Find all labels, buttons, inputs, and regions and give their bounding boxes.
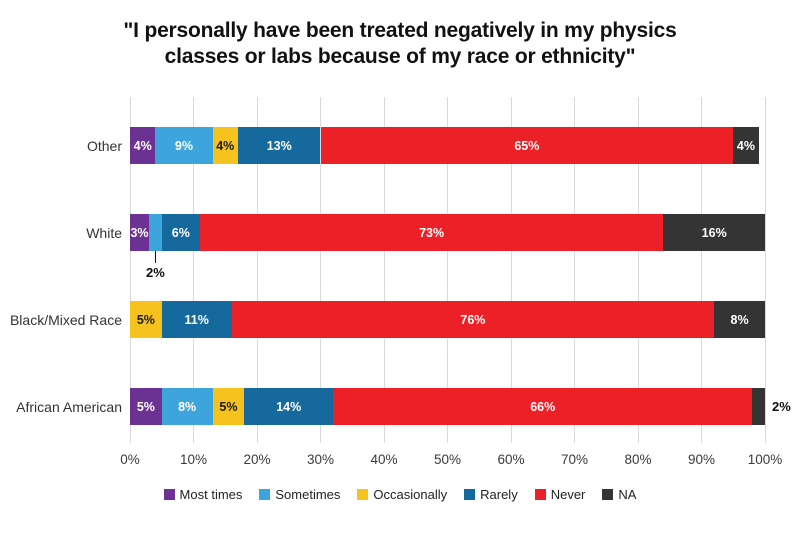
- bar-segment: 4%: [733, 127, 759, 164]
- legend-swatch-icon: [259, 489, 271, 500]
- legend-swatch-icon: [163, 489, 175, 500]
- category-label: African American: [16, 398, 122, 415]
- legend-item: Occasionally: [357, 487, 447, 502]
- gridline: [447, 97, 448, 443]
- bar-segment: 9%: [155, 127, 213, 164]
- bar-segment: 5%: [130, 388, 162, 425]
- segment-value-label-outside: 2%: [772, 399, 791, 414]
- segment-value-label: 76%: [460, 312, 486, 327]
- category-label: White: [86, 224, 122, 241]
- x-axis-tick-label: 0%: [120, 452, 140, 467]
- bar-segment: 5%: [212, 388, 245, 425]
- bar-segment: 3%: [130, 214, 150, 251]
- segment-value-label: 9%: [174, 138, 193, 153]
- bar-segment: 16%: [663, 214, 765, 251]
- segment-value-label: 8%: [178, 399, 197, 414]
- callout-line: [154, 251, 157, 263]
- legend-label: Occasionally: [373, 487, 448, 502]
- gridline: [129, 97, 131, 443]
- x-axis-tick-label: 100%: [747, 452, 783, 467]
- legend-item: Sometimes: [259, 487, 340, 502]
- bar-segment: 65%: [320, 127, 734, 164]
- bar-segment: [149, 214, 162, 251]
- legend-label: Rarely: [480, 487, 518, 502]
- segment-value-label: 5%: [219, 399, 238, 414]
- legend-label: Most times: [179, 487, 243, 502]
- plot-area: 0% 10% 20% 30% 40% 50% 60% 70% 80% 90% 100% Other 4%…: [10, 97, 791, 467]
- legend-swatch-icon: [534, 489, 546, 500]
- x-axis-tick-label: 30%: [306, 452, 335, 467]
- x-axis-tick-label: 50%: [433, 452, 462, 467]
- bar-segment: 4%: [212, 127, 238, 164]
- x-axis-tick-label: 60%: [497, 452, 525, 467]
- bar-segment: 11%: [161, 301, 232, 338]
- gridline: [193, 97, 194, 443]
- segment-value-label: 5%: [136, 312, 155, 327]
- segment-value-label: 5%: [136, 399, 155, 414]
- segment-value-label-below: 2%: [145, 265, 165, 280]
- bar-segment: 76%: [231, 301, 715, 338]
- gridline: [637, 97, 639, 443]
- legend-item: NA: [602, 487, 636, 502]
- legend-label: Sometimes: [275, 487, 341, 502]
- bar-segment: 66%: [333, 388, 753, 425]
- x-axis-tick-label: 20%: [243, 452, 271, 467]
- segment-value-label: 4%: [216, 138, 235, 153]
- segment-value-label: 6%: [171, 225, 190, 240]
- bar-segment: 4%: [130, 127, 156, 164]
- segment-value-label: 65%: [514, 138, 540, 153]
- bar-segment: 8%: [161, 388, 213, 425]
- segment-value-label: 4%: [736, 138, 755, 153]
- category-label: Other: [86, 137, 122, 154]
- x-axis-tick-label: 80%: [624, 452, 652, 467]
- legend-swatch-icon: [464, 489, 476, 500]
- x-axis-tick-label: 40%: [370, 452, 398, 467]
- gridline: [256, 97, 258, 443]
- category-label: Black/Mixed Race: [9, 311, 122, 328]
- stacked-bar: 5% 11% 76% 8%: [130, 301, 765, 338]
- legend-swatch-icon: [602, 489, 614, 500]
- legend-label: Never: [550, 487, 586, 502]
- legend-item: Rarely: [464, 487, 518, 502]
- bar-segment: 13%: [237, 127, 321, 164]
- x-axis-tick-label: 70%: [560, 452, 589, 467]
- bar-segment: 8%: [714, 301, 765, 338]
- segment-value-label: 13%: [266, 138, 292, 153]
- x-axis-tick-label: 90%: [687, 452, 716, 467]
- segment-value-label: 11%: [184, 312, 209, 327]
- legend-item: Most times: [163, 487, 243, 502]
- bar-segment: 6%: [161, 214, 200, 251]
- stacked-bar: 5% 8% 5% 14% 66%: [130, 388, 765, 425]
- segment-value-label: 8%: [730, 312, 749, 327]
- gridline: [574, 97, 575, 443]
- bar-segment: [752, 388, 765, 425]
- segment-value-label: 3%: [130, 225, 149, 240]
- gridline: [383, 97, 385, 443]
- gridline: [764, 97, 766, 443]
- legend-item: Never: [534, 487, 586, 502]
- bar-segment: 73%: [199, 214, 664, 251]
- bar-segment: 5%: [130, 301, 162, 338]
- gridline: [320, 97, 321, 443]
- segment-value-label: 4%: [133, 138, 152, 153]
- gridline: [510, 97, 512, 443]
- chart-title: "I personally have been treated negative…: [123, 19, 677, 69]
- segment-value-label: 66%: [530, 399, 556, 414]
- legend-label: NA: [618, 487, 637, 502]
- segment-value-label: 73%: [419, 225, 445, 240]
- gridline: [701, 97, 702, 443]
- bar-segment: 14%: [244, 388, 334, 425]
- x-axis-tick-label: 10%: [179, 452, 208, 467]
- stacked-bar: 3% 6% 73% 16%: [130, 214, 765, 251]
- segment-value-label: 14%: [276, 399, 302, 414]
- legend-swatch-icon: [357, 489, 369, 500]
- legend: Most times Sometimes Occasionally Rarely Nev…: [0, 487, 800, 502]
- stacked-bar: 4% 9% 4% 13% 65% 4%: [130, 127, 765, 164]
- segment-value-label: 16%: [701, 225, 727, 240]
